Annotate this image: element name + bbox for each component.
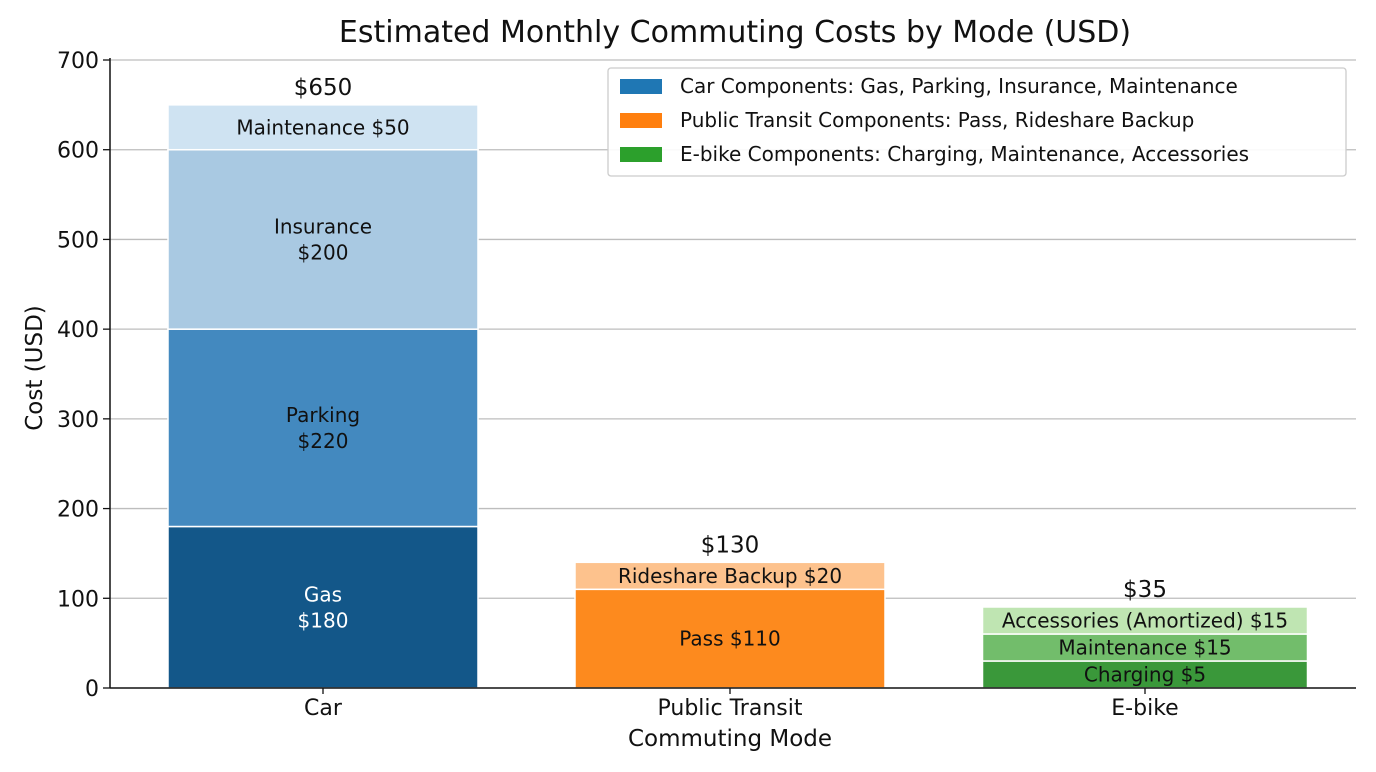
bar-segment <box>981 633 1309 662</box>
segment-label: Parking <box>286 403 360 427</box>
segment-label: Charging $5 <box>1084 663 1206 687</box>
segment-label: Pass $110 <box>679 627 781 651</box>
bar-segment <box>167 148 479 330</box>
x-tick-label: Public Transit <box>658 696 803 721</box>
total-label: $35 <box>1123 577 1167 603</box>
bar-segment <box>574 588 886 689</box>
bar-segment <box>574 561 886 591</box>
legend-swatch <box>620 147 662 162</box>
segment-label: $200 <box>298 240 349 264</box>
chart-title: Estimated Monthly Commuting Costs by Mod… <box>339 15 1131 50</box>
total-label: $130 <box>701 532 760 558</box>
bar-segment <box>167 328 479 528</box>
y-tick-label: 500 <box>57 228 99 253</box>
bar-segment <box>167 525 479 689</box>
y-tick-label: 300 <box>57 408 99 433</box>
y-tick-label: 200 <box>57 498 99 523</box>
y-tick-label: 400 <box>57 318 99 343</box>
segment-label: $220 <box>298 429 349 453</box>
segment-label: Maintenance $15 <box>1058 636 1231 660</box>
segment-label: Gas <box>304 582 342 606</box>
total-label: $650 <box>294 75 353 101</box>
y-tick-label: 0 <box>85 677 99 702</box>
legend-box <box>607 67 1347 177</box>
legend: Car Components: Gas, Parking, Insurance,… <box>607 67 1347 177</box>
y-axis-label: Cost (USD) <box>22 305 48 431</box>
x-tick-label: E-bike <box>1111 696 1178 721</box>
bar-segment <box>167 104 479 151</box>
legend-label: Public Transit Components: Pass, Ridesha… <box>680 108 1194 132</box>
bar-segment <box>981 606 1309 635</box>
segment-label: Rideshare Backup $20 <box>618 564 842 588</box>
legend-label: E-bike Components: Charging, Maintenance… <box>680 142 1249 166</box>
segment-label: Insurance <box>274 214 372 238</box>
x-tick-label: Car <box>304 696 343 721</box>
legend-label: Car Components: Gas, Parking, Insurance,… <box>680 74 1238 98</box>
segment-label: Accessories (Amortized) $15 <box>1002 609 1288 633</box>
y-tick-label: 100 <box>57 587 99 612</box>
legend-swatch <box>620 113 662 128</box>
legend-swatch <box>620 79 662 94</box>
y-tick-label: 600 <box>57 139 99 164</box>
x-axis-label: Commuting Mode <box>628 726 832 752</box>
segment-label: Maintenance $50 <box>236 115 409 139</box>
y-tick-label: 700 <box>57 49 99 74</box>
segment-label: $180 <box>298 608 349 632</box>
